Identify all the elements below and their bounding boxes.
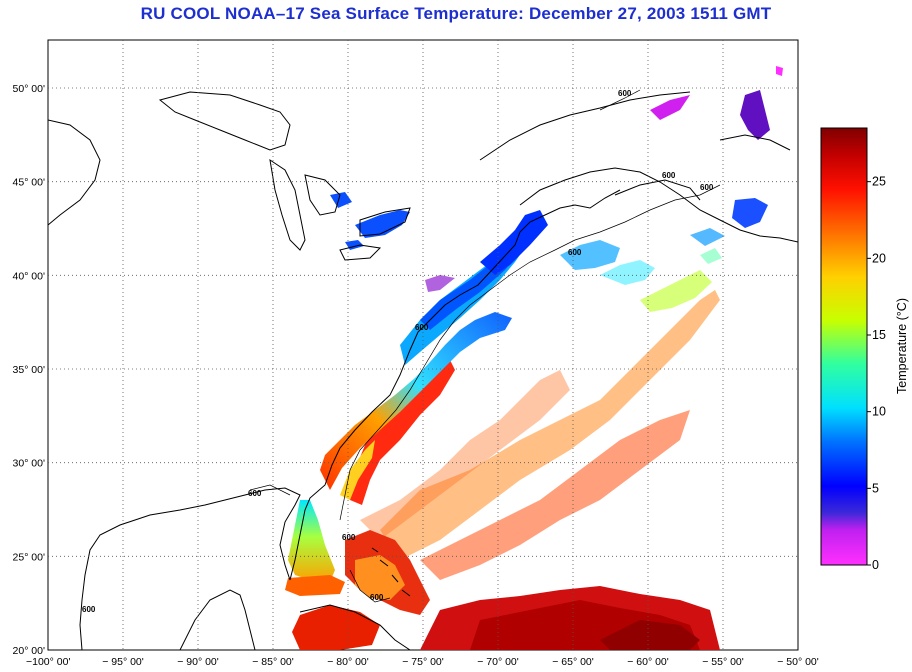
lon-label: − 95° 00' (102, 656, 144, 668)
longitude-labels: −100° 00' − 95° 00' − 90° 00' − 85° 00' − 80… (26, 656, 819, 668)
colorbar: 0 5 10 15 20 25 Temperature (°C) (820, 127, 909, 572)
isobath-label: 600 (568, 248, 582, 257)
lon-label: − 50° 00' (777, 656, 819, 668)
lat-label: 30° 00' (13, 458, 45, 470)
colorbar-tick-label: 10 (872, 405, 886, 419)
lon-label: − 70° 00' (477, 656, 519, 668)
colorbar-tick-label: 15 (872, 328, 886, 342)
isobath-label: 600 (700, 183, 714, 192)
colorbar-ticks: 0 5 10 15 20 25 (867, 175, 886, 572)
coastlines (48, 91, 798, 650)
lon-label: − 60° 00' (627, 656, 669, 668)
lon-label: − 55° 00' (702, 656, 744, 668)
sst-data-layer (285, 66, 783, 650)
graticule (48, 40, 798, 650)
lon-label: − 65° 00' (552, 656, 594, 668)
map-title: RU COOL NOAA–17 Sea Surface Temperature:… (140, 4, 772, 23)
isobath-600 (249, 89, 721, 603)
lon-label: − 80° 00' (327, 656, 369, 668)
lon-label: − 75° 00' (402, 656, 444, 668)
isobath-label: 600 (415, 323, 429, 332)
lat-label: 50° 00' (13, 83, 45, 95)
isobath-label: 600 (370, 593, 384, 602)
isobath-label: 600 (82, 605, 96, 614)
isobath-label: 600 (342, 533, 356, 542)
isobath-label: 600 (248, 489, 262, 498)
colorbar-label: Temperature (°C) (895, 298, 909, 394)
lat-label: 20° 00' (13, 645, 45, 657)
latitude-labels: 50° 00' 45° 00' 40° 00' 35° 00' 30° 00' 25° 0… (13, 83, 45, 657)
isobath-label: 600 (662, 171, 676, 180)
colorbar-tick-label: 0 (872, 558, 879, 572)
lat-label: 45° 00' (13, 177, 45, 189)
lon-label: − 90° 00' (177, 656, 219, 668)
colorbar-tick-label: 5 (872, 481, 879, 495)
lon-label: − 85° 00' (252, 656, 294, 668)
colorbar-gradient (820, 127, 868, 566)
colorbar-tick-label: 25 (872, 175, 886, 189)
lat-label: 35° 00' (13, 364, 45, 376)
isobath-labels: 600 600 600 600 600 600 600 600 600 (82, 89, 714, 614)
isobath-label: 600 (618, 89, 632, 98)
lat-label: 25° 00' (13, 551, 45, 563)
colorbar-tick-label: 20 (872, 251, 886, 265)
lon-label: −100° 00' (26, 656, 70, 668)
lat-label: 40° 00' (13, 270, 45, 282)
